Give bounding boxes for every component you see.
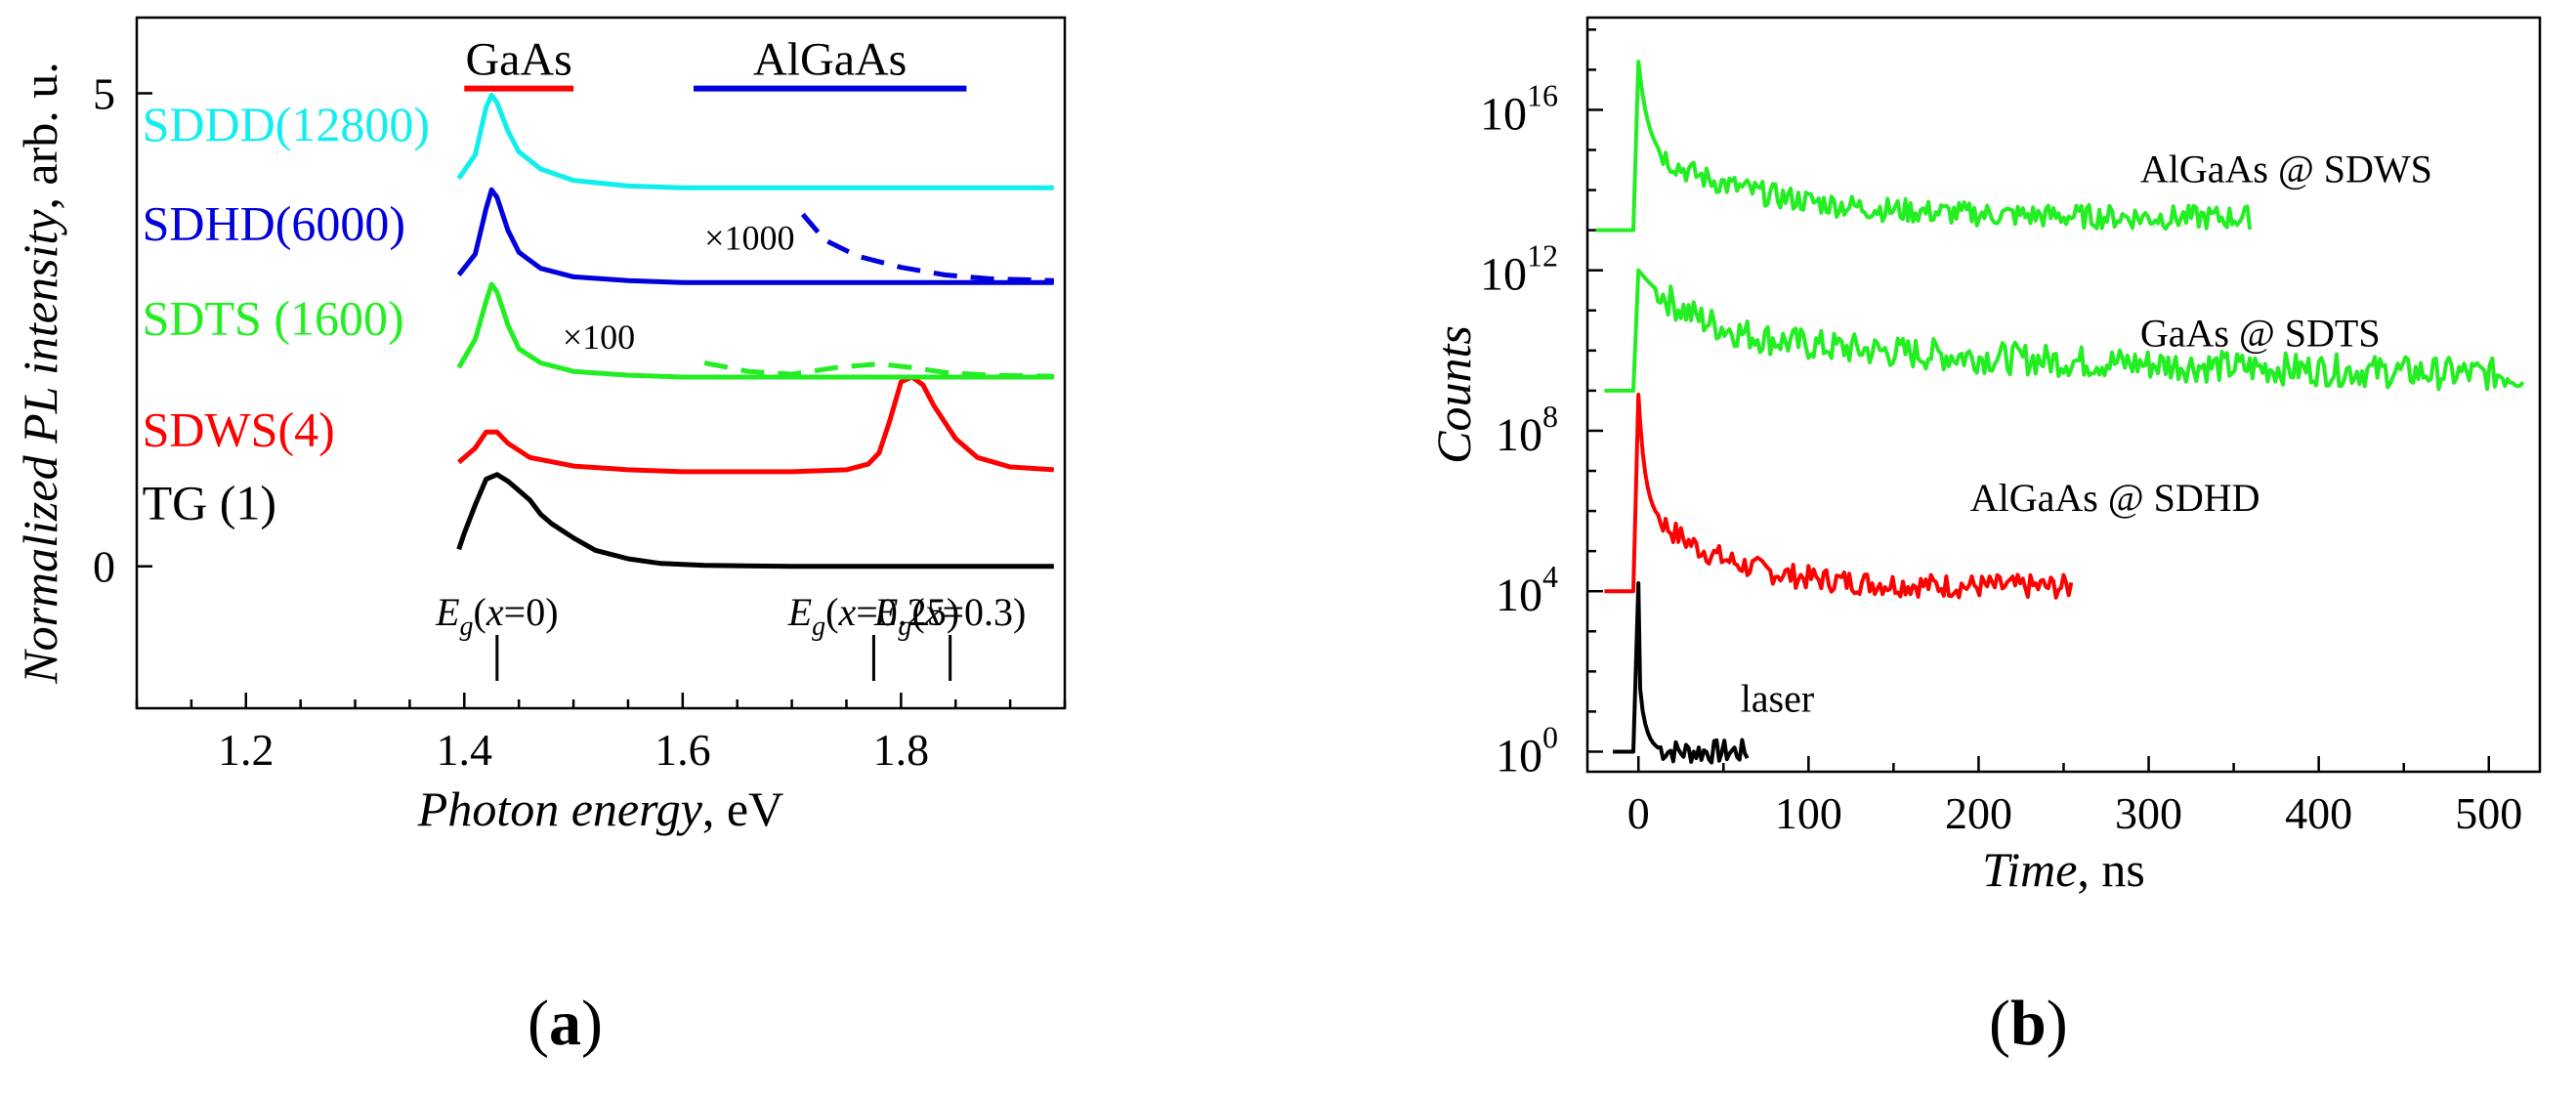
y-tick-label: 0 <box>93 542 115 592</box>
series-label: TG (1) <box>143 475 276 529</box>
curve-annotation: GaAs @ SDTS <box>2140 312 2381 356</box>
y-tick-label: 5 <box>93 68 115 118</box>
series-label: SDDD(12800) <box>143 97 430 151</box>
x-tick-label: 300 <box>2115 788 2182 838</box>
y-axis-label: Normalized PL intensity, arb. u. <box>13 62 67 685</box>
x-axis-label: Time, ns <box>1982 842 2145 897</box>
x-tick-label: 400 <box>2285 788 2352 838</box>
energy-marker-label: Eg(x=0.25) <box>787 590 959 642</box>
decay-curve <box>1604 268 2525 393</box>
series-line <box>456 187 1054 285</box>
multiplier-label: ×100 <box>563 317 635 357</box>
x-tick-label: 1.2 <box>218 725 274 775</box>
x-tick-label: 1.4 <box>437 725 493 775</box>
decay-curve <box>1604 393 2074 600</box>
plot-frame <box>135 16 1067 710</box>
energy-marker-label: Eg(x=0.3) <box>873 590 1026 642</box>
plot-frame <box>1585 16 2542 774</box>
x-tick-label: 200 <box>1945 788 2012 838</box>
x-tick-label: 1.8 <box>873 725 930 775</box>
y-tick-label: 108 <box>1496 399 1558 461</box>
y-tick-label: 100 <box>1496 719 1558 781</box>
dashed-series-line <box>800 212 1054 283</box>
range-bar-label: AlGaAs <box>753 34 907 86</box>
x-tick-label: 1.6 <box>655 725 711 775</box>
series-label: SDWS(4) <box>143 402 335 457</box>
x-tick-label: 100 <box>1775 788 1842 838</box>
curve-annotation: AlGaAs @ SDWS <box>2140 147 2432 190</box>
x-axis-label: Photon energy, eV <box>417 781 783 836</box>
y-tick-label: 1016 <box>1480 77 1558 140</box>
x-tick-label: 0 <box>1627 788 1650 838</box>
series-line <box>457 374 1054 475</box>
range-bar-label: GaAs <box>466 34 572 86</box>
dashed-series-line <box>703 360 1054 379</box>
series-label: SDTS (1600) <box>143 290 404 345</box>
decay-curve <box>1613 581 1750 765</box>
series-label: SDHD(6000) <box>143 196 405 251</box>
series-line <box>456 472 1054 570</box>
panel-b-label: (b) <box>1989 988 2068 1059</box>
decay-curve <box>1595 60 2253 232</box>
chart-b: 0 100 200 300 400 500 100 104 108 1012 1016 Time, n… <box>1426 16 2542 897</box>
curve-annotation: laser <box>1741 676 1815 720</box>
y-axis-label: Counts <box>1426 325 1481 464</box>
y-tick-label: 104 <box>1496 559 1558 621</box>
series-line <box>456 281 1054 380</box>
y-tick-label: 1012 <box>1480 238 1558 301</box>
chart-a: 1.2 1.4 1.6 1.8 0 5 Photon energy, eV Normalize… <box>13 16 1067 836</box>
curve-annotation: AlGaAs @ SDHD <box>1970 476 2260 520</box>
series-line <box>456 92 1054 190</box>
multiplier-label: ×1000 <box>704 218 794 257</box>
x-tick-label: 500 <box>2455 788 2522 838</box>
panel-a-label: (a) <box>528 988 603 1059</box>
energy-marker-label: Eg(x=0) <box>435 590 558 642</box>
